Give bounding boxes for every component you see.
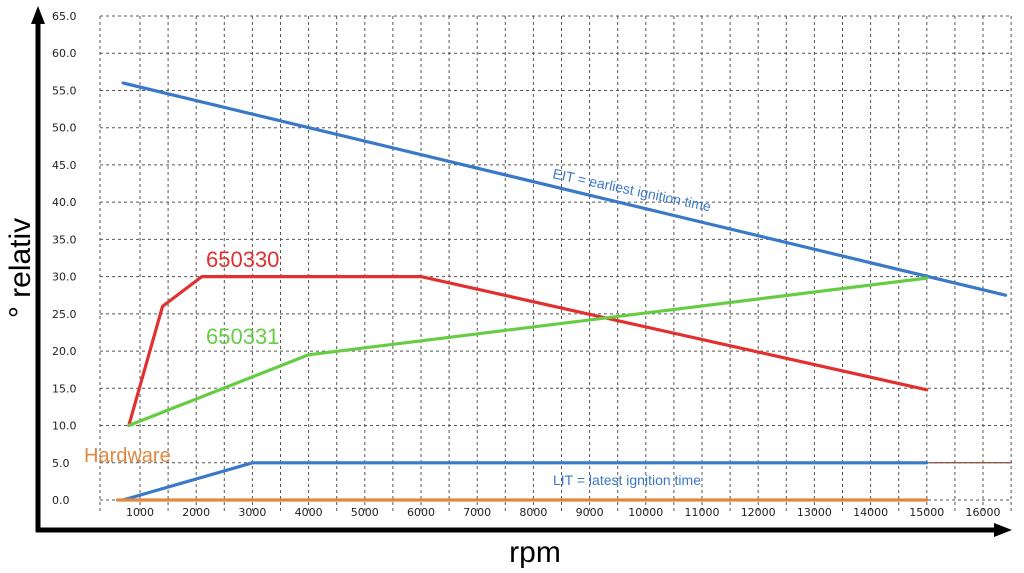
y-tick-label: 55.0: [52, 84, 77, 97]
series-label-hardware: Hardware: [84, 445, 171, 467]
y-tick-label: 60.0: [52, 47, 77, 60]
x-tick-label: 1000: [126, 506, 154, 519]
y-axis-arrow: [31, 6, 45, 24]
series-label-650331: 650331: [206, 324, 279, 349]
x-tick-label: 7000: [463, 506, 491, 519]
x-axis-title: rpm: [509, 536, 561, 569]
x-tick-label: 10000: [628, 506, 663, 519]
x-tick-label: 5000: [351, 506, 379, 519]
series-line-lit-latest-ignition-time: [121, 461, 929, 502]
annotation-lit: LIT = latest ignition time: [553, 472, 701, 488]
series-line-650330: [127, 275, 929, 428]
y-tick-label: 50.0: [52, 122, 77, 135]
x-tick-label: 16000: [966, 506, 1001, 519]
series-line-eit-earliest-ignition-time: [121, 81, 1008, 297]
x-tick-label: 8000: [519, 506, 547, 519]
x-tick-label: 14000: [853, 506, 888, 519]
y-tick-label: 0.0: [52, 494, 70, 507]
x-tick-label: 13000: [797, 506, 832, 519]
x-tick-label: 4000: [295, 506, 323, 519]
x-tick-label: 2000: [182, 506, 210, 519]
chart-series: [115, 81, 1012, 502]
x-tick-label: 6000: [407, 506, 435, 519]
x-axis-ticks: 1000 2000 3000 4000 5000 6000 7000 8000 9000 1000…: [126, 506, 1001, 519]
annotation-eit: EIT = earliest ignition time: [551, 165, 712, 214]
x-tick-label: 9000: [576, 506, 604, 519]
y-tick-label: 15.0: [52, 382, 77, 395]
y-axis-ticks: 0.0 5.0 10.0 15.0 20.0 25.0 30.0 35.0 40.0 45.0 50…: [52, 10, 77, 507]
chart-grid: [99, 15, 1012, 512]
y-tick-label: 65.0: [52, 10, 77, 23]
y-tick-label: 5.0: [52, 457, 70, 470]
y-tick-label: 45.0: [52, 159, 77, 172]
y-tick-label: 20.0: [52, 345, 77, 358]
series-label-650330: 650330: [206, 247, 279, 272]
y-tick-label: 10.0: [52, 420, 77, 433]
series-line-650331: [127, 276, 929, 428]
x-tick-label: 12000: [741, 506, 776, 519]
x-tick-label: 11000: [685, 506, 720, 519]
x-tick-label: 15000: [909, 506, 944, 519]
y-tick-label: 40.0: [52, 196, 77, 209]
y-tick-label: 25.0: [52, 308, 77, 321]
x-axis-arrow: [994, 523, 1012, 537]
y-axis-title: ° relativ: [4, 218, 37, 318]
y-tick-label: 30.0: [52, 271, 77, 284]
x-tick-label: 3000: [238, 506, 266, 519]
y-tick-label: 35.0: [52, 233, 77, 246]
